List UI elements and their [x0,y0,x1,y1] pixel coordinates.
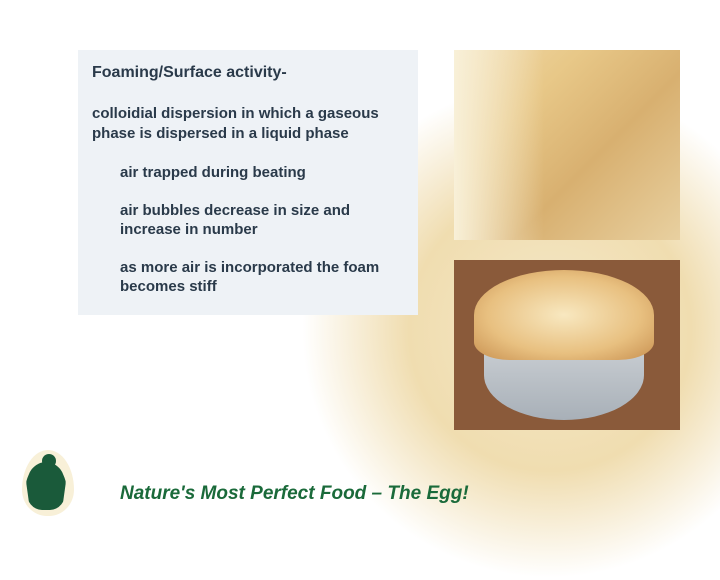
bullet-item: as more air is incorporated the foam bec… [120,258,404,297]
bullet-item: air bubbles decrease in size and increas… [120,201,404,240]
souffle-crown [474,270,654,360]
footer-tagline: Nature's Most Perfect Food – The Egg! [120,483,469,505]
content-panel: Foaming/Surface activity- colloidial dis… [78,50,418,315]
slide-subtitle: colloidial dispersion in which a gaseous… [92,104,404,143]
bullet-item: air trapped during beating [120,163,404,183]
souffle-image [454,260,680,430]
slide-title: Foaming/Surface activity- [92,64,404,82]
logo-figure-shape [26,462,66,510]
foam-texture-image [454,50,680,240]
logo-head-shape [42,454,56,468]
egg-logo [18,450,78,518]
